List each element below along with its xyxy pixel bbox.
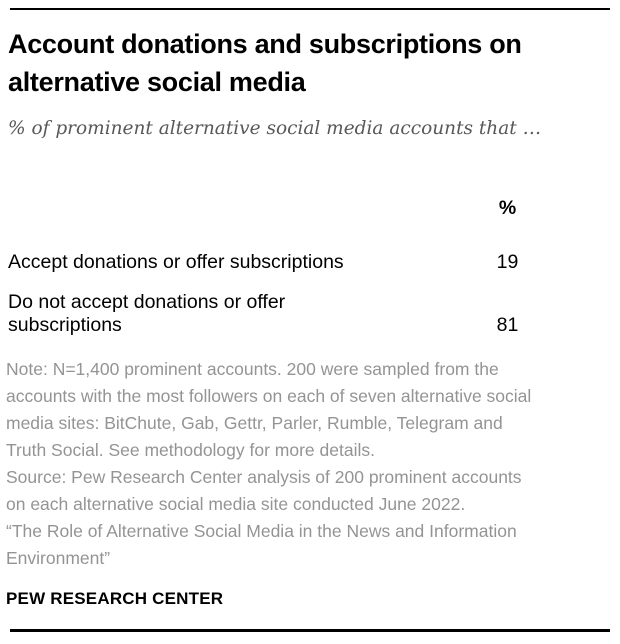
data-table: % Accept donations or offer subscription… [0, 197, 620, 337]
source-line: Source: Pew Research Center analysis of … [6, 467, 522, 487]
row-label-text-line2: subscriptions [8, 314, 122, 336]
row-value: 81 [496, 314, 519, 336]
note-line: media sites: BitChute, Gab, Gettr, Parle… [6, 413, 503, 433]
row-label: Accept donations or offer subscriptions [8, 251, 455, 274]
report-title-line: “The Role of Alternative Social Media in… [6, 521, 517, 541]
note-line: accounts with the most followers on each… [6, 386, 532, 406]
page-title-line2: alternative social media [8, 67, 306, 97]
top-divider [10, 8, 610, 10]
table-row: Accept donations or offer subscriptions … [8, 251, 620, 274]
pew-research-center-wordmark: PEW RESEARCH CENTER [6, 589, 224, 608]
footnotes: Note: N=1,400 prominent accounts. 200 we… [6, 356, 610, 572]
row-label-text: Accept donations or offer subscriptions [8, 251, 344, 273]
report-title-line: Environment” [6, 548, 111, 568]
row-value: 19 [496, 251, 519, 273]
row-label-text-line1: Do not accept donations or offer [8, 291, 286, 313]
figure-subtitle: % of prominent alternative social media … [8, 118, 542, 139]
page-title: Account donations and subscriptions on a… [8, 25, 610, 101]
table-row: Do not accept donations or offer subscri… [8, 291, 620, 337]
row-label: Do not accept donations or offer subscri… [8, 291, 455, 337]
percent-column-header: % [498, 197, 517, 219]
source-line: on each alternative social media site co… [6, 494, 466, 514]
note-line: Truth Social. See methodology for more d… [6, 440, 375, 460]
note-line: Note: N=1,400 prominent accounts. 200 we… [6, 359, 499, 379]
bottom-divider [10, 629, 610, 632]
page-title-line1: Account donations and subscriptions on [8, 29, 522, 59]
table-header-row: % [8, 197, 620, 220]
